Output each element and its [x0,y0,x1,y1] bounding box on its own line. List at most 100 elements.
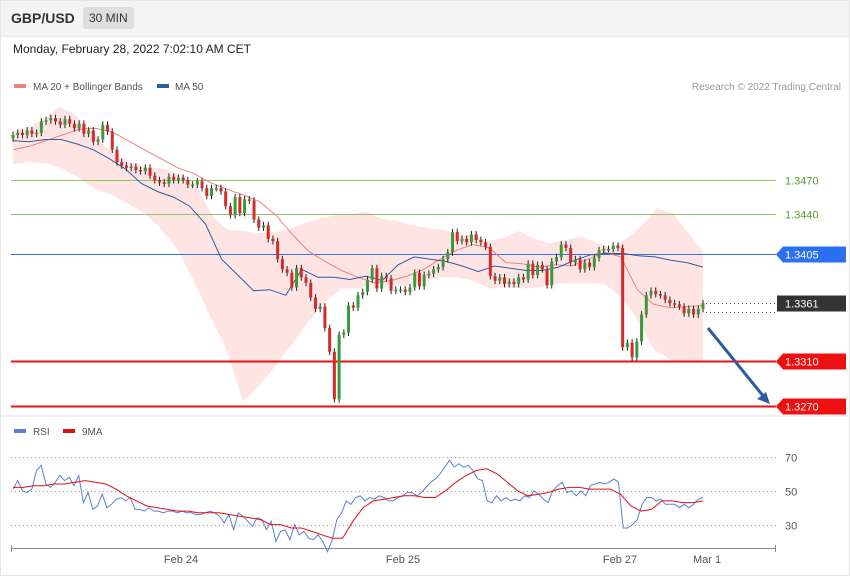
candle-body [63,119,67,125]
candle-body [389,278,393,291]
symbol-label: GBP/USD [11,10,75,26]
candle-body [172,176,176,181]
support-label-box-5 [776,398,846,415]
candle-body [687,308,691,314]
candle-body [195,181,199,185]
x-tick-label-1: Feb 25 [386,554,420,566]
candle-body [422,275,426,287]
candle-body [621,247,625,348]
candle-body [110,131,114,150]
candle-body [134,166,138,170]
candle-body [228,206,232,216]
candle-body [479,240,483,243]
candle-body [526,263,530,280]
candle-body [347,305,351,333]
candle-body [342,332,346,335]
candle-body [644,295,648,315]
ma20-legend-label: MA 20 + Bollinger Bands [33,82,143,93]
candle-body [261,225,265,228]
candle-body [30,130,34,134]
candle-body [247,199,251,201]
candle-body [58,121,62,125]
candle-body [658,294,662,296]
candle-body [578,259,582,270]
candle-body [328,328,332,352]
resistance-label-1: 1.3440 [785,210,819,222]
candle-body [219,188,223,192]
rsi-legend-swatch [14,429,26,433]
candle-body [521,277,525,280]
candle-body [668,299,672,304]
timeframe-button[interactable]: 30 MIN [83,7,134,29]
candle-body [540,264,544,270]
candle-body [82,123,86,134]
candle-body [224,191,228,207]
candle-body [536,264,540,275]
candle-body [573,259,577,263]
pivot-label-box-2 [776,246,846,263]
support-label-4: 1.3310 [785,357,819,369]
ma20-legend-swatch [14,84,26,88]
candle-body [460,238,464,242]
candle-body [427,273,431,276]
candle-body [365,279,369,292]
rsi-lines [12,459,704,553]
candle-body [583,262,587,270]
candle-body [474,234,478,240]
candle-body [413,272,417,288]
candle-body [635,341,639,358]
rsi-tick-label-50: 50 [785,487,797,499]
candle-body [176,177,180,181]
candle-body [44,120,48,122]
candle-body [87,130,91,134]
candle-body [649,290,653,296]
candle-body [16,132,20,135]
candle-body [498,277,502,281]
candle-body [54,118,58,122]
candle-body [11,135,15,139]
candle-body [205,188,209,196]
candle-body [441,259,445,268]
candle-body [139,170,143,172]
candle-body [564,244,568,248]
candle-body [39,121,43,133]
candle-body [72,123,76,129]
candle-body [503,277,507,285]
candle-body [299,268,303,278]
candle-body [696,308,700,315]
rsi-gridlines: 70 50 30 [11,453,797,533]
candle-body [158,180,162,183]
candle-body [682,306,686,314]
candle-body [115,149,119,163]
resistance-label-0: 1.3470 [785,176,819,188]
current-price-label: 1.3361 [785,299,819,311]
candle-body [332,351,336,400]
candle-body [446,252,450,260]
rsi-tick-label-70: 70 [785,453,797,465]
pivot-label-2: 1.3405 [785,250,819,262]
title-bar: GBP/USD 30 MIN [0,0,850,37]
candle-body [285,269,289,273]
support-resistance-levels [11,180,776,408]
candle-body [323,306,327,329]
candle-body [370,268,374,280]
candle-body [276,241,280,260]
ma50-legend-swatch [157,84,169,88]
candle-body [77,123,81,129]
candle-body [692,308,696,315]
candle-body [238,197,242,213]
candle-body [408,287,412,292]
candle-body [592,258,596,268]
candle-body [432,269,436,274]
candlesticks [11,114,705,403]
x-tick-label-3: Mar 1 [693,554,721,566]
candle-body [252,200,256,220]
rsi-ma-legend-label: 9MA [82,427,103,438]
candle-body [143,167,147,172]
candle-body [375,268,379,289]
candle-body [507,281,511,285]
candle-body [611,245,615,250]
rsi-ma-legend-swatch [63,429,75,433]
candle-body [455,232,459,242]
